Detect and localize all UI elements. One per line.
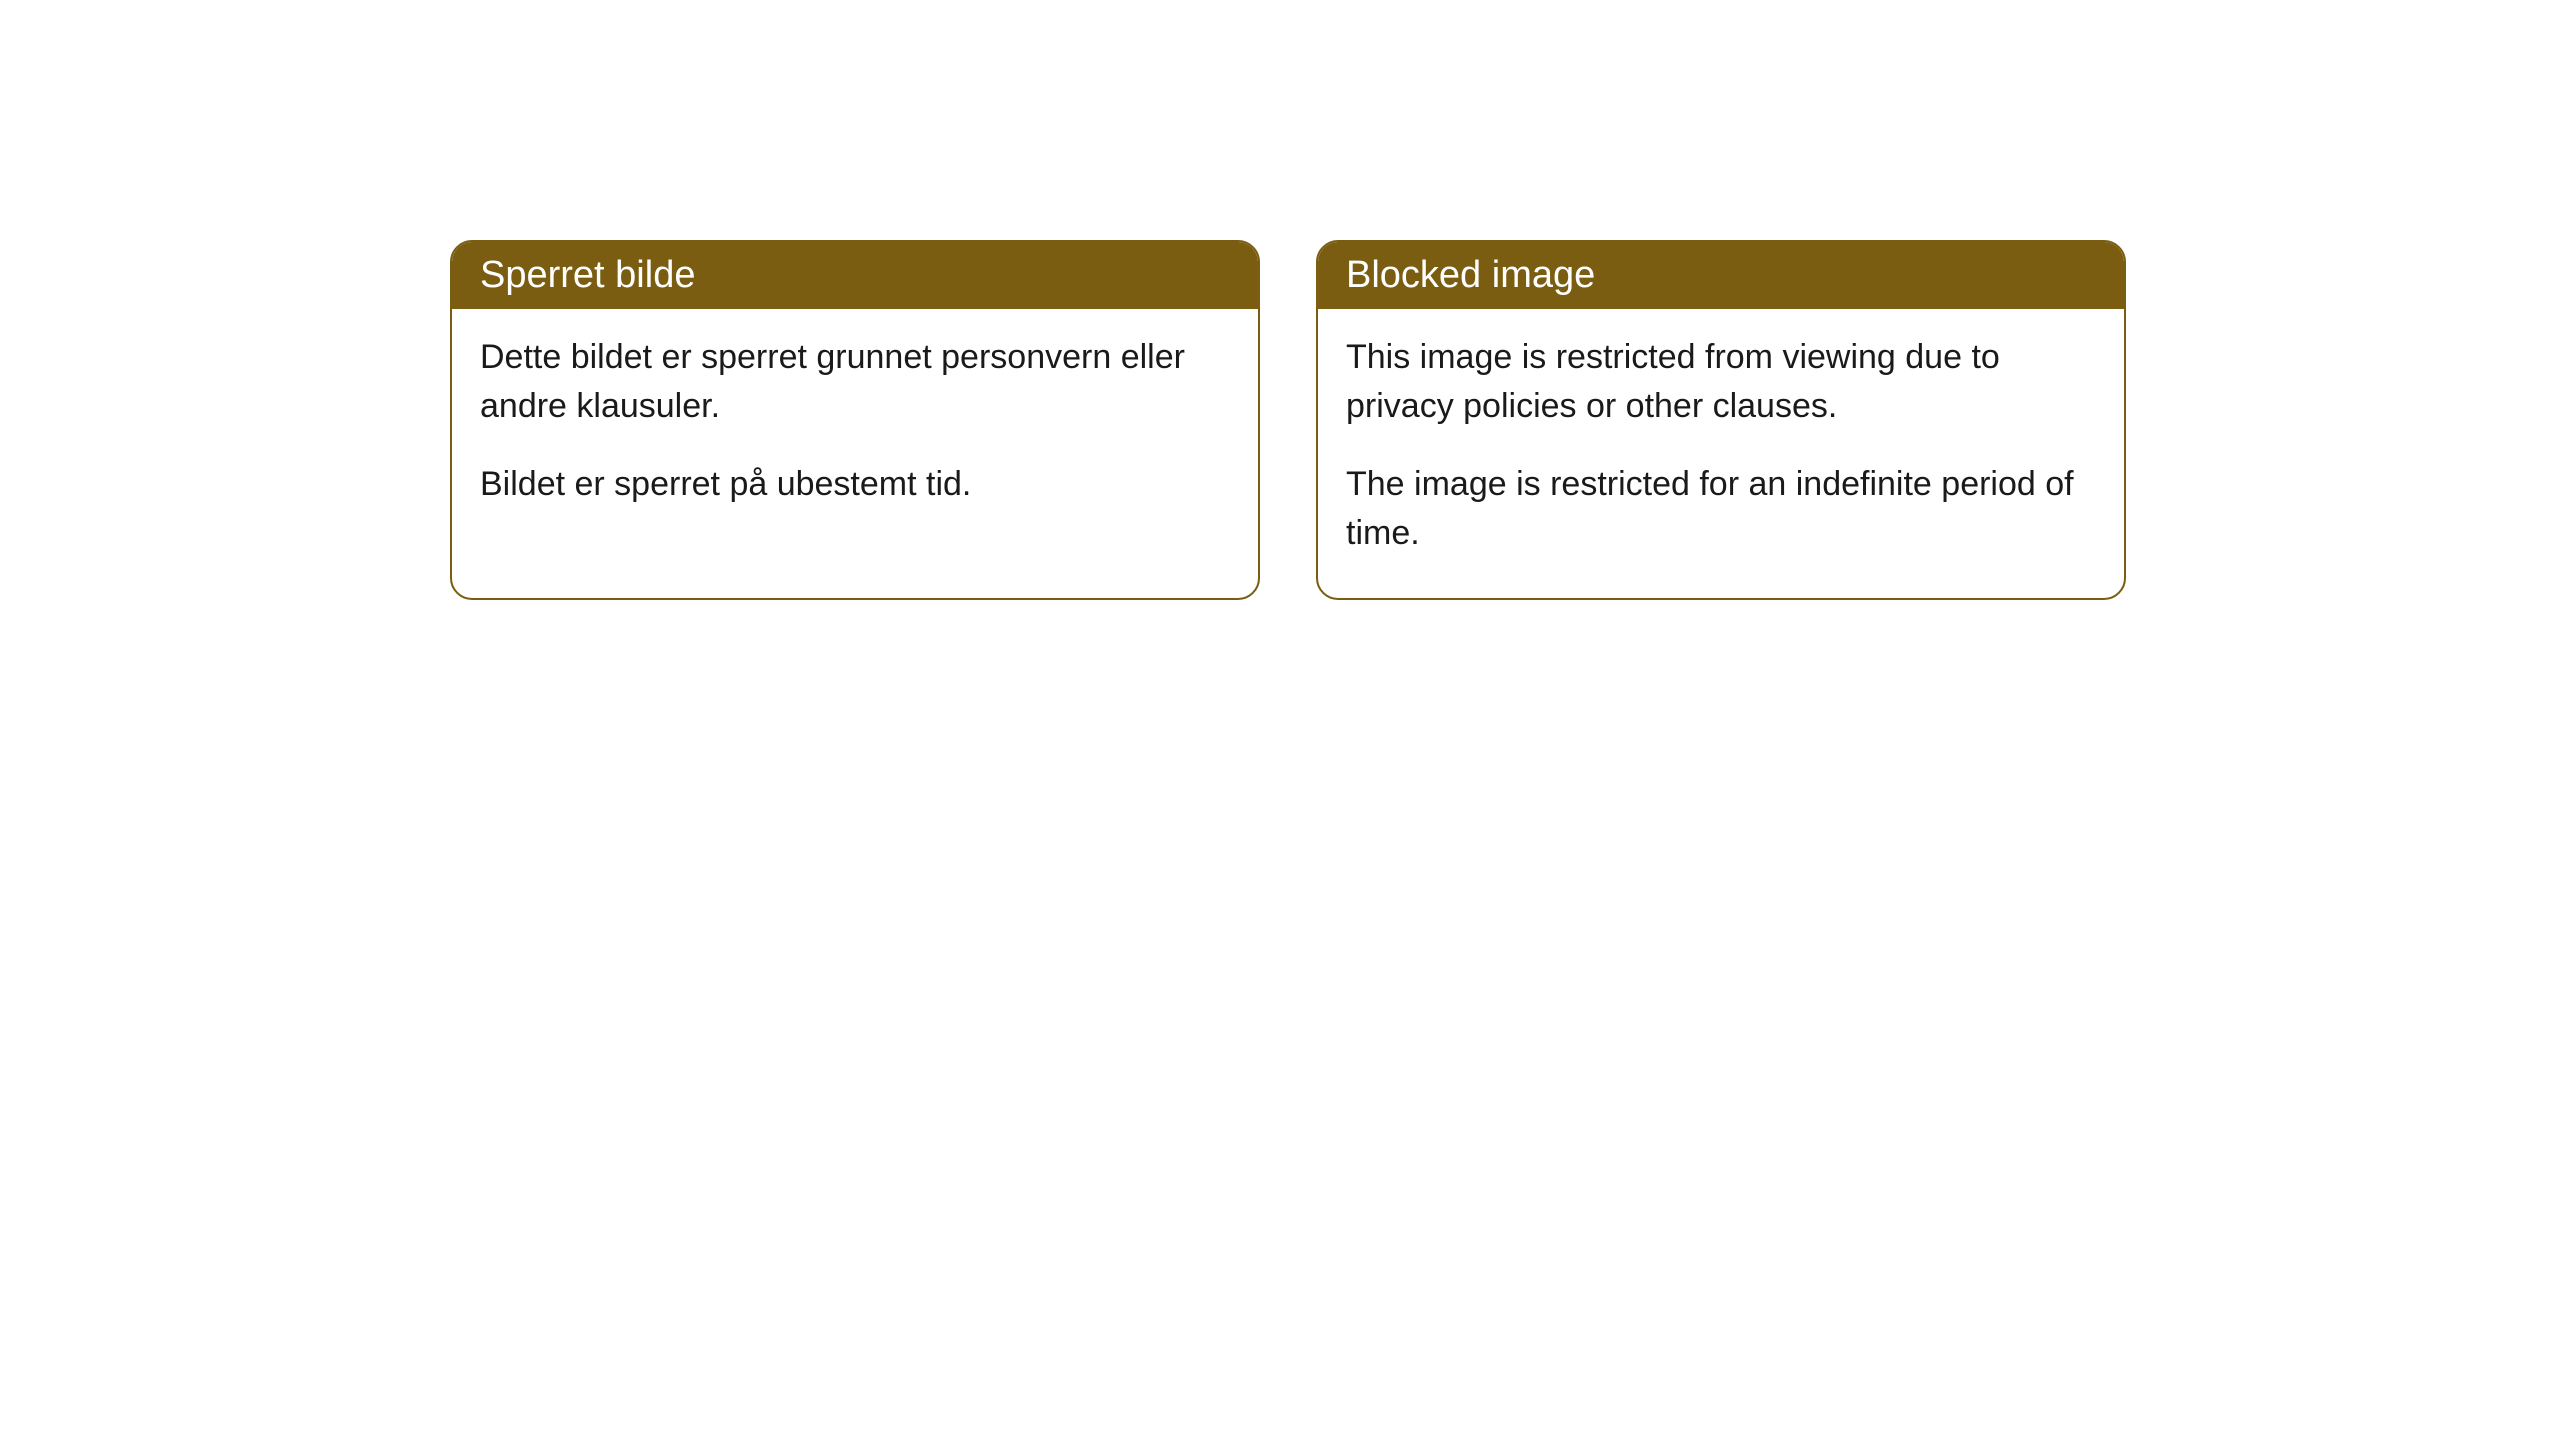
card-paragraph-1: Dette bildet er sperret grunnet personve… xyxy=(480,333,1230,432)
card-paragraph-2: The image is restricted for an indefinit… xyxy=(1346,460,2096,559)
card-title: Sperret bilde xyxy=(480,254,695,296)
card-header-norwegian: Sperret bilde xyxy=(452,242,1258,309)
notice-cards-container: Sperret bilde Dette bildet er sperret gr… xyxy=(450,240,2560,600)
blocked-image-card-norwegian: Sperret bilde Dette bildet er sperret gr… xyxy=(450,240,1260,600)
blocked-image-card-english: Blocked image This image is restricted f… xyxy=(1316,240,2126,600)
card-header-english: Blocked image xyxy=(1318,242,2124,309)
card-paragraph-2: Bildet er sperret på ubestemt tid. xyxy=(480,460,1230,509)
card-title: Blocked image xyxy=(1346,254,1595,296)
card-body-english: This image is restricted from viewing du… xyxy=(1318,309,2124,598)
card-body-norwegian: Dette bildet er sperret grunnet personve… xyxy=(452,309,1258,549)
card-paragraph-1: This image is restricted from viewing du… xyxy=(1346,333,2096,432)
